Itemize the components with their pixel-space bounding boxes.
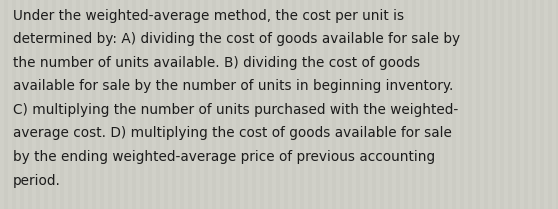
Bar	[112, 0, 116, 209]
Bar	[448, 0, 452, 209]
Bar	[104, 0, 108, 209]
Bar	[520, 0, 524, 209]
Bar	[0, 0, 4, 209]
Bar	[272, 0, 276, 209]
Text: the number of units available. B) dividing the cost of goods: the number of units available. B) dividi…	[13, 56, 420, 70]
Bar	[96, 0, 100, 209]
Bar	[416, 0, 420, 209]
Bar	[320, 0, 324, 209]
Bar	[536, 0, 540, 209]
Bar	[376, 0, 380, 209]
Text: available for sale by the number of units in beginning inventory.: available for sale by the number of unit…	[13, 79, 453, 93]
Bar	[144, 0, 148, 209]
Bar	[256, 0, 260, 209]
Bar	[472, 0, 476, 209]
Bar	[16, 0, 20, 209]
Bar	[208, 0, 212, 209]
Bar	[192, 0, 196, 209]
Bar	[408, 0, 412, 209]
Bar	[296, 0, 300, 209]
Bar	[32, 0, 36, 209]
Bar	[392, 0, 396, 209]
Bar	[528, 0, 532, 209]
Bar	[544, 0, 548, 209]
Bar	[384, 0, 388, 209]
Bar	[368, 0, 372, 209]
Bar	[200, 0, 204, 209]
Bar	[456, 0, 460, 209]
Bar	[512, 0, 516, 209]
Bar	[480, 0, 484, 209]
Bar	[280, 0, 284, 209]
Bar	[152, 0, 156, 209]
Bar	[128, 0, 132, 209]
Bar	[488, 0, 492, 209]
Bar	[328, 0, 332, 209]
Bar	[184, 0, 188, 209]
Bar	[224, 0, 228, 209]
Bar	[48, 0, 52, 209]
Bar	[552, 0, 556, 209]
Bar	[56, 0, 60, 209]
Bar	[504, 0, 508, 209]
Bar	[496, 0, 500, 209]
Text: period.: period.	[13, 173, 61, 187]
Bar	[80, 0, 84, 209]
Bar	[24, 0, 28, 209]
Text: C) multiplying the number of units purchased with the weighted-: C) multiplying the number of units purch…	[13, 103, 458, 117]
Bar	[288, 0, 292, 209]
Text: determined by: A) dividing the cost of goods available for sale by: determined by: A) dividing the cost of g…	[13, 33, 460, 46]
Bar	[248, 0, 252, 209]
Bar	[344, 0, 348, 209]
Bar	[440, 0, 444, 209]
Bar	[424, 0, 428, 209]
Bar	[264, 0, 268, 209]
Text: Under the weighted-average method, the cost per unit is: Under the weighted-average method, the c…	[13, 9, 404, 23]
Bar	[40, 0, 44, 209]
Bar	[168, 0, 172, 209]
Bar	[336, 0, 340, 209]
Bar	[136, 0, 140, 209]
Bar	[464, 0, 468, 209]
Bar	[232, 0, 236, 209]
Text: by the ending weighted-average price of previous accounting: by the ending weighted-average price of …	[13, 150, 435, 164]
Bar	[360, 0, 364, 209]
Bar	[120, 0, 124, 209]
Bar	[72, 0, 76, 209]
Bar	[88, 0, 92, 209]
Bar	[352, 0, 356, 209]
Bar	[400, 0, 404, 209]
Bar	[8, 0, 12, 209]
Bar	[176, 0, 180, 209]
Text: average cost. D) multiplying the cost of goods available for sale: average cost. D) multiplying the cost of…	[13, 126, 452, 140]
Bar	[432, 0, 436, 209]
Bar	[160, 0, 164, 209]
Bar	[64, 0, 68, 209]
Bar	[312, 0, 316, 209]
Bar	[216, 0, 220, 209]
Bar	[240, 0, 244, 209]
Bar	[304, 0, 308, 209]
